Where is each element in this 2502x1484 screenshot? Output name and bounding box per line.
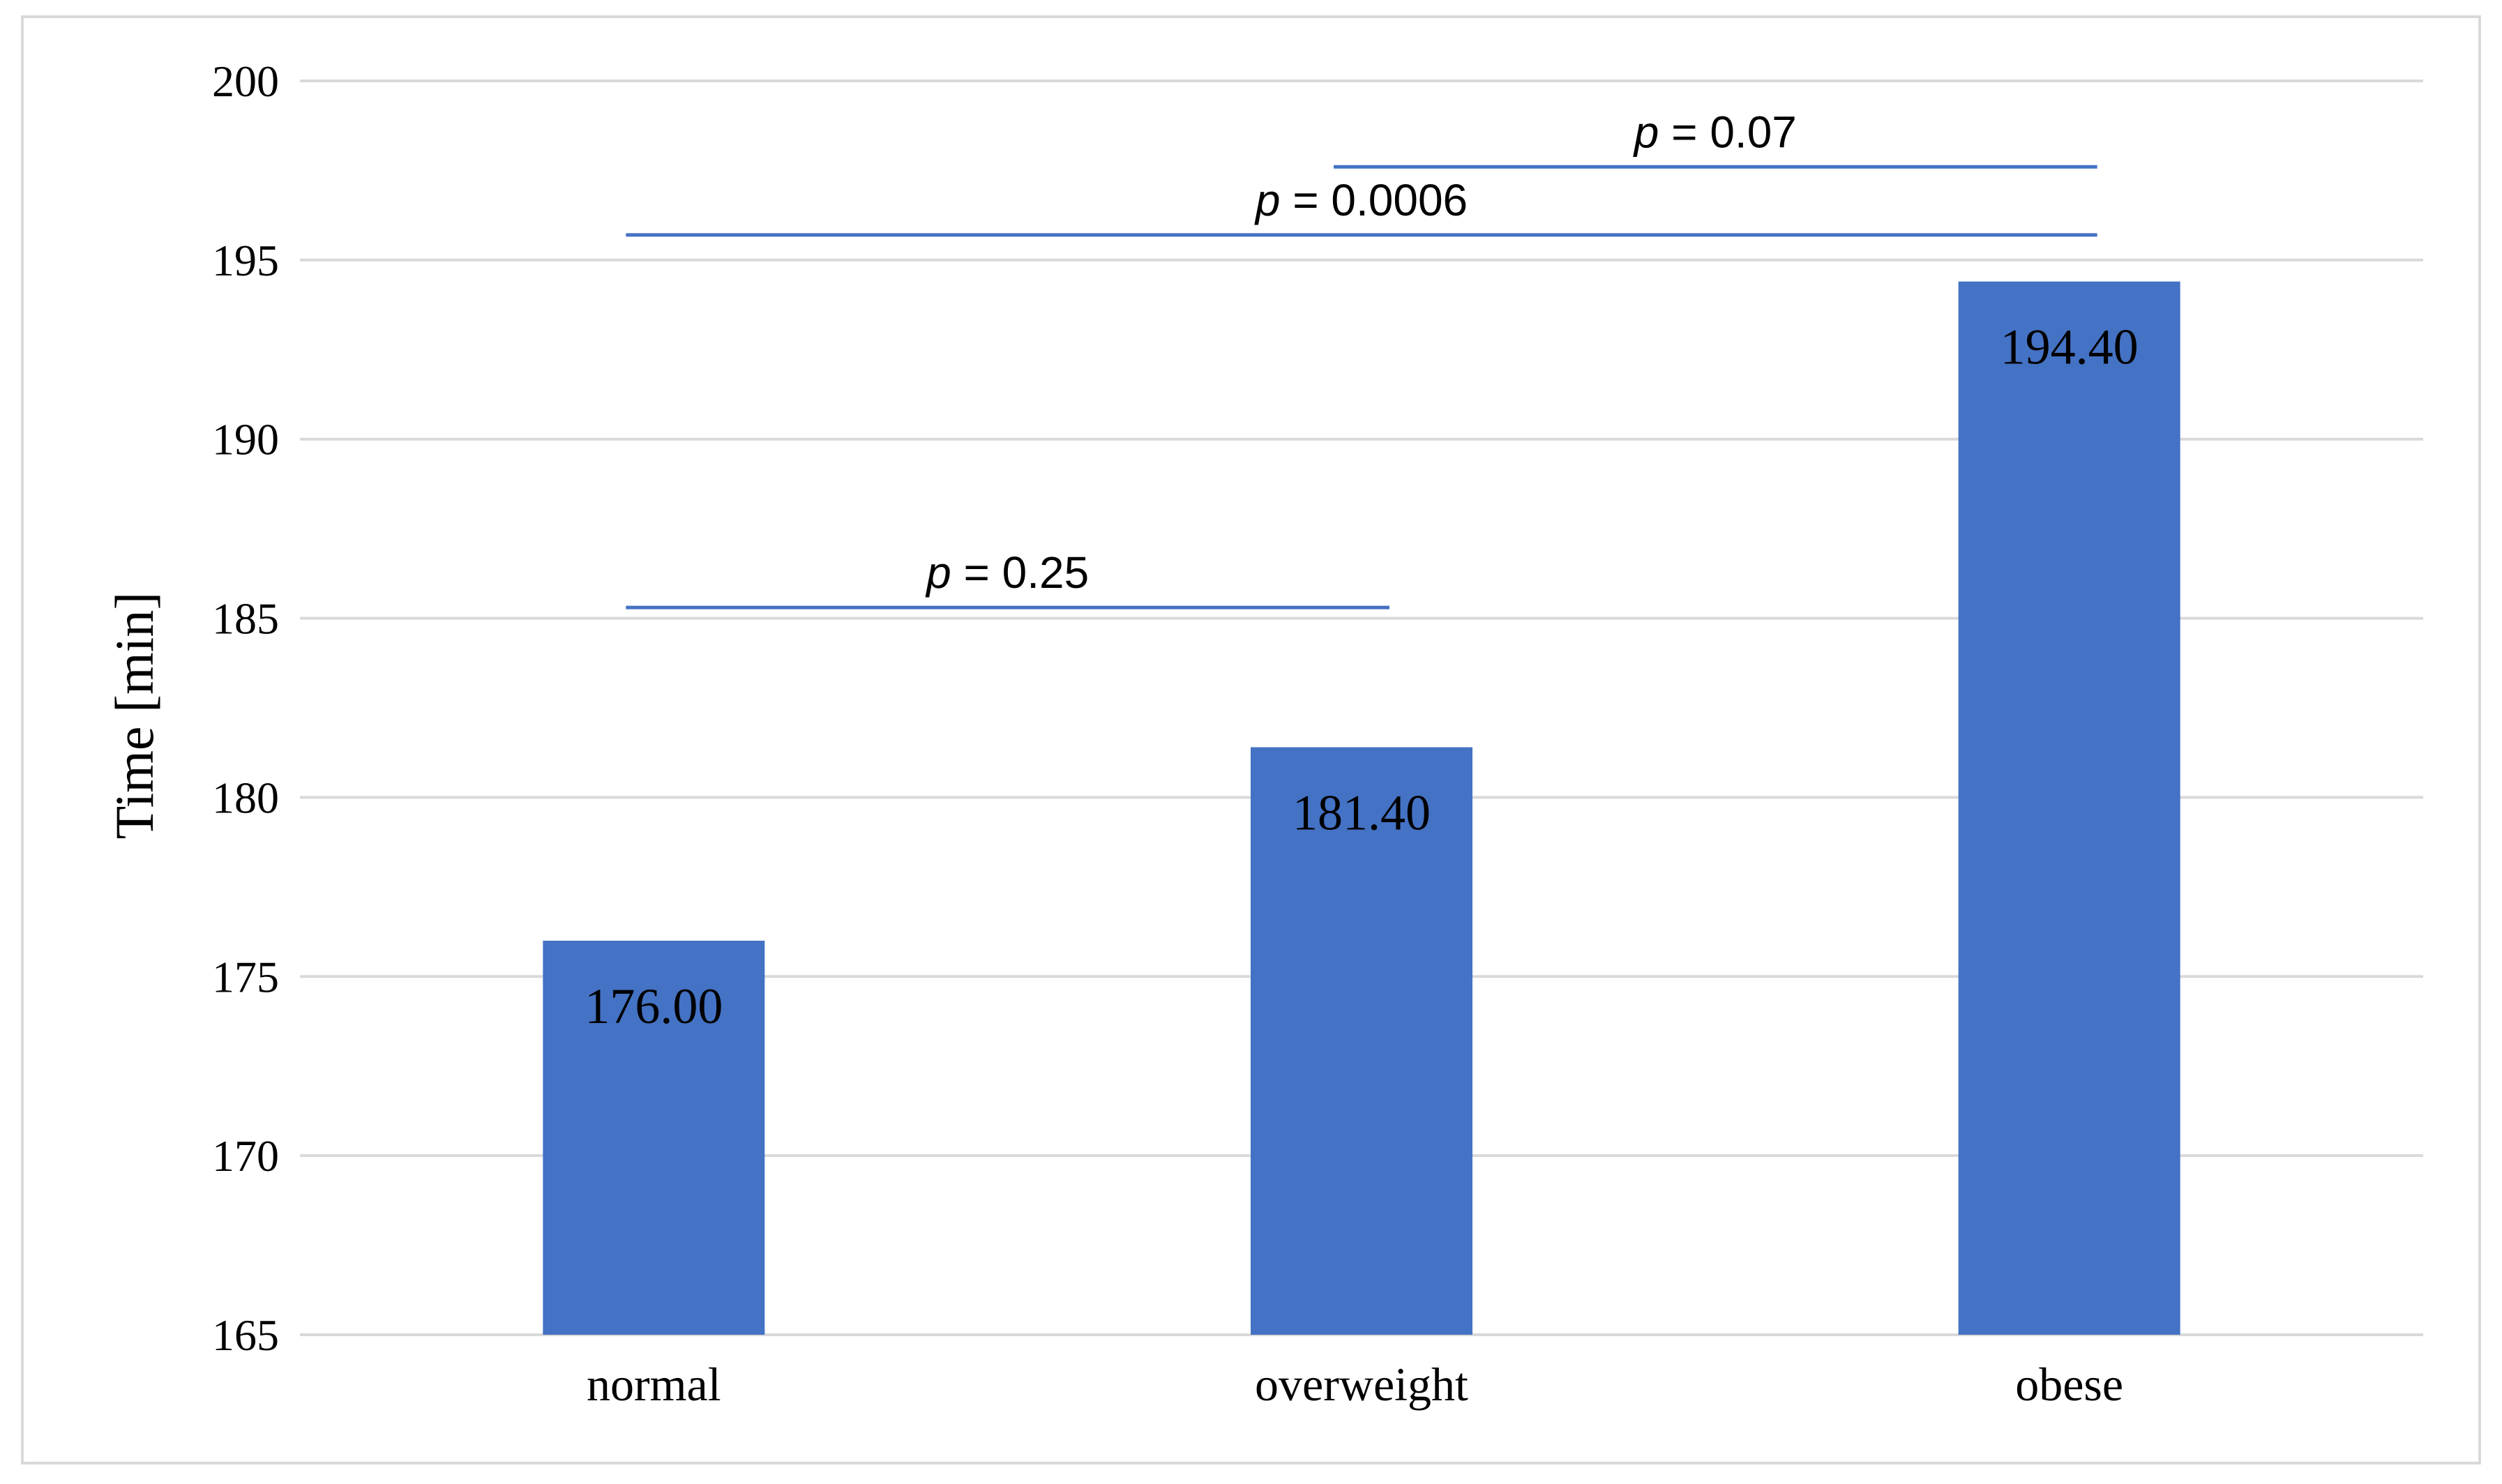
y-tick-label: 170 bbox=[212, 1131, 279, 1181]
y-tick-label: 165 bbox=[212, 1310, 279, 1360]
chart-frame: 165 170 175 180 185 190 195 200 176.00 normal 181.… bbox=[21, 15, 2481, 1464]
y-tick-label: 175 bbox=[212, 952, 279, 1001]
significance-brackets bbox=[626, 165, 2097, 610]
p-value-label: p = 0.07 bbox=[1633, 107, 1797, 157]
p-symbol: p bbox=[1633, 107, 1659, 157]
p-symbol: p bbox=[1254, 175, 1281, 225]
p-value-label: p = 0.0006 bbox=[1254, 175, 1468, 225]
y-tick-label: 200 bbox=[212, 56, 279, 106]
y-tick-label: 190 bbox=[212, 415, 279, 464]
p-value-text: = 0.07 bbox=[1659, 107, 1797, 157]
bar-value-label: 194.40 bbox=[2000, 319, 2139, 375]
bar bbox=[1958, 281, 2180, 1335]
bar bbox=[1251, 747, 1472, 1335]
y-tick-label: 185 bbox=[212, 594, 279, 644]
y-axis-title: Time [min] bbox=[104, 592, 165, 840]
x-category-label: overweight bbox=[1255, 1358, 1468, 1411]
bar-chart: 165 170 175 180 185 190 195 200 176.00 normal 181.… bbox=[104, 56, 2423, 1411]
y-tick-label: 195 bbox=[212, 236, 279, 285]
x-category-label: normal bbox=[587, 1358, 721, 1411]
p-value-label: p = 0.25 bbox=[925, 547, 1089, 598]
p-value-text: = 0.0006 bbox=[1280, 175, 1468, 225]
labels: 165 170 175 180 185 190 195 200 176.00 normal 181.… bbox=[212, 56, 2139, 1411]
bar-value-label: 176.00 bbox=[585, 978, 723, 1034]
x-category-label: obese bbox=[2015, 1358, 2123, 1411]
bar-value-label: 181.40 bbox=[1293, 785, 1431, 841]
bar bbox=[543, 940, 765, 1335]
p-value-text: = 0.25 bbox=[951, 547, 1090, 598]
p-symbol: p bbox=[925, 547, 951, 598]
bars bbox=[543, 281, 2180, 1335]
y-tick-label: 180 bbox=[212, 773, 279, 822]
